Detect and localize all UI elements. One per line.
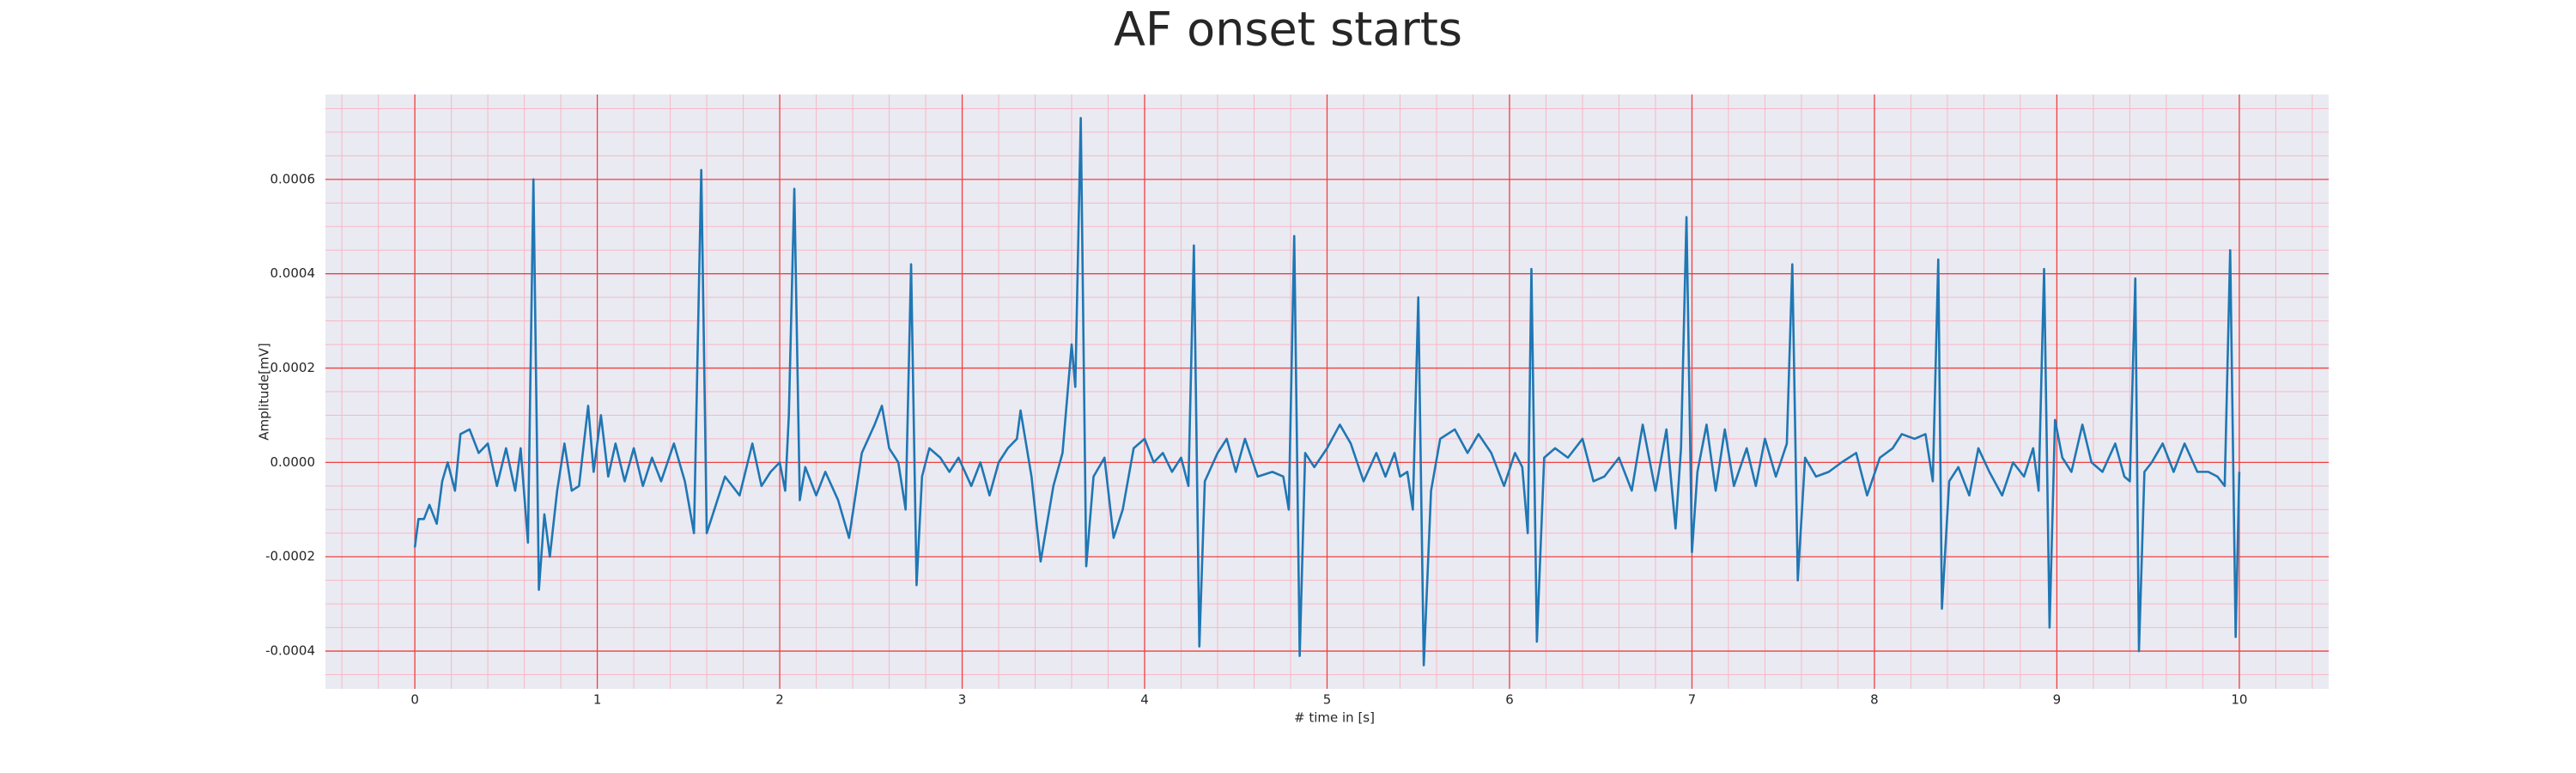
y-tick-label: 0.0002 — [270, 360, 316, 375]
x-tick-label: 7 — [1688, 692, 1697, 708]
x-tick-label: 9 — [2053, 692, 2062, 708]
x-axis-label: # time in [s] — [1294, 710, 1375, 726]
y-tick-label: 0.0004 — [270, 265, 316, 281]
y-tick-label: 0.0006 — [270, 171, 316, 186]
ecg-line — [413, 117, 2241, 666]
y-tick-label: -0.0004 — [265, 643, 315, 659]
chart-title: AF onset starts — [1114, 3, 1462, 57]
x-tick-label: 8 — [1870, 692, 1879, 708]
x-tick-label: 0 — [410, 692, 419, 708]
x-tick-label: 4 — [1140, 692, 1149, 708]
x-tick-label: 3 — [958, 692, 967, 708]
x-tick-label: 1 — [593, 692, 602, 708]
x-tick-label: 5 — [1323, 692, 1332, 708]
y-tick-label: 0.0000 — [270, 454, 316, 470]
x-tick-label: 6 — [1505, 692, 1514, 708]
y-axis-label: Amplitude[mV] — [257, 343, 272, 440]
x-tick-label: 2 — [775, 692, 784, 708]
x-tick-label: 10 — [2231, 692, 2247, 708]
y-tick-label: -0.0002 — [265, 549, 315, 564]
